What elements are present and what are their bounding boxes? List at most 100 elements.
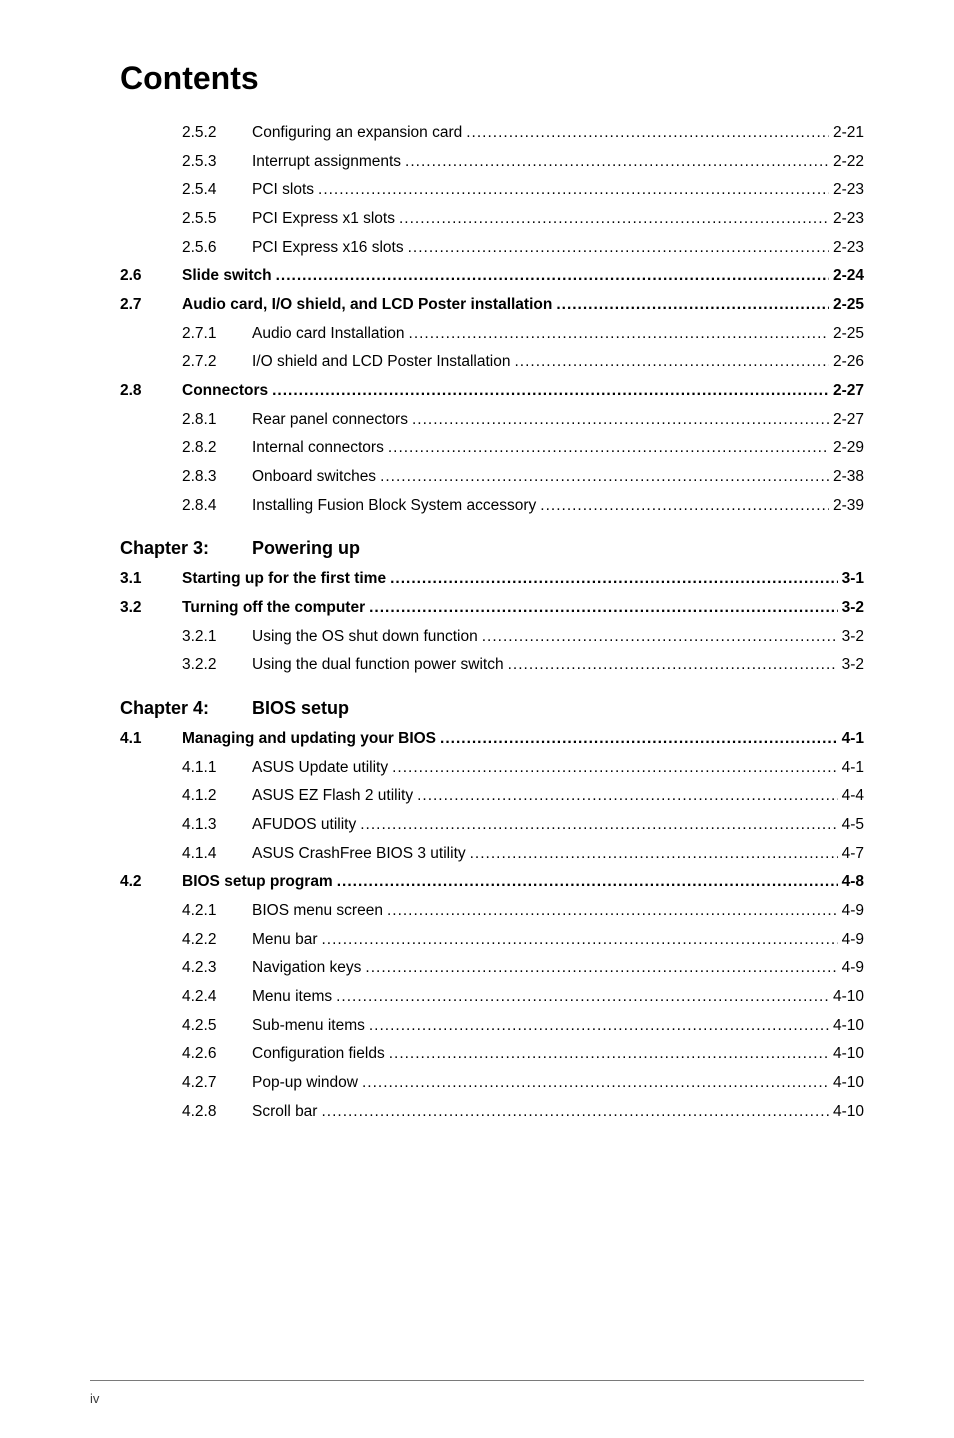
toc-subsection-number: 2.5.6 [182, 234, 252, 263]
footer-page-num: iv [90, 1391, 99, 1406]
toc-entry-title: Connectors [182, 377, 268, 406]
toc-entry-title: Pop-up window [252, 1069, 358, 1098]
toc-leader-dots [365, 594, 837, 623]
toc-section-number: 4.2 [120, 868, 182, 897]
toc-section-number: 4.1 [120, 725, 182, 754]
toc-page-ref: 4-5 [838, 811, 864, 840]
toc-subsection-number: 4.2.6 [182, 1040, 252, 1069]
toc-subsection-number: 3.2.2 [182, 651, 252, 680]
toc-leader-dots [504, 651, 838, 680]
toc-entry-title: ASUS CrashFree BIOS 3 utility [252, 840, 466, 869]
toc-line: 2.7.1Audio card Installation2-25 [120, 320, 864, 349]
toc-subsection-number: 2.5.3 [182, 148, 252, 177]
toc-entry-title: Slide switch [182, 262, 272, 291]
chapter-heading-4: Chapter 4: BIOS setup [120, 698, 864, 719]
toc-subsection-number: 4.1.3 [182, 811, 252, 840]
toc-page-ref: 3-2 [838, 623, 864, 652]
toc-entry-title: Configuration fields [252, 1040, 385, 1069]
toc-leader-dots [478, 623, 838, 652]
toc-leader-dots [462, 119, 829, 148]
toc-section-number: 2.6 [120, 262, 182, 291]
toc-container: 2.5.2Configuring an expansion card2-212.… [120, 119, 864, 1197]
toc-page-ref: 4-10 [829, 1012, 864, 1041]
toc-page-ref: 2-29 [829, 434, 864, 463]
toc-block-chapter3: 3.1Starting up for the first time3-13.2T… [120, 565, 864, 680]
toc-page-ref: 4-1 [838, 754, 864, 783]
toc-leader-dots [376, 463, 829, 492]
toc-page-ref: 3-1 [838, 565, 864, 594]
toc-leader-dots [510, 348, 829, 377]
toc-page-ref: 2-25 [829, 320, 864, 349]
toc-entry-title: PCI Express x16 slots [252, 234, 404, 263]
toc-leader-dots [268, 377, 829, 406]
toc-line: 2.5.6PCI Express x16 slots2-23 [120, 234, 864, 263]
chapter-heading-3: Chapter 3: Powering up [120, 538, 864, 559]
toc-page-ref: 4-9 [838, 897, 864, 926]
toc-entry-title: AFUDOS utility [252, 811, 356, 840]
toc-leader-dots [405, 320, 829, 349]
toc-leader-dots [552, 291, 829, 320]
toc-page-ref: 2-27 [829, 406, 864, 435]
toc-leader-dots [385, 1040, 829, 1069]
toc-entry-title: Using the OS shut down function [252, 623, 478, 652]
toc-subsection-number: 4.2.4 [182, 983, 252, 1012]
toc-page-ref: 2-23 [829, 176, 864, 205]
toc-leader-dots [388, 754, 837, 783]
toc-subsection-number: 2.8.2 [182, 434, 252, 463]
toc-page-ref: 2-26 [829, 348, 864, 377]
toc-entry-title: Menu bar [252, 926, 317, 955]
toc-subsection-number: 2.8.3 [182, 463, 252, 492]
toc-page-ref: 2-21 [829, 119, 864, 148]
toc-line: 2.5.2Configuring an expansion card2-21 [120, 119, 864, 148]
toc-line: 2.8.4Installing Fusion Block System acce… [120, 492, 864, 521]
toc-entry-title: ASUS EZ Flash 2 utility [252, 782, 413, 811]
toc-leader-dots [383, 897, 838, 926]
toc-subsection-number: 2.8.4 [182, 492, 252, 521]
toc-line: 4.2.4Menu items4-10 [120, 983, 864, 1012]
chapter-label: Chapter 3: [120, 538, 252, 559]
toc-leader-dots [436, 725, 838, 754]
toc-line: 4.2.6Configuration fields 4-10 [120, 1040, 864, 1069]
toc-subsection-number: 4.2.3 [182, 954, 252, 983]
toc-entry-title: Using the dual function power switch [252, 651, 504, 680]
toc-subsection-number: 4.2.7 [182, 1069, 252, 1098]
toc-leader-dots [317, 1098, 829, 1127]
toc-block-chapter2-continued: 2.5.2Configuring an expansion card2-212.… [120, 119, 864, 520]
toc-entry-title: Navigation keys [252, 954, 361, 983]
toc-line: 4.2.2Menu bar4-9 [120, 926, 864, 955]
toc-line: 4.1.3AFUDOS utility 4-5 [120, 811, 864, 840]
toc-entry-title: Audio card Installation [252, 320, 405, 349]
toc-leader-dots [404, 234, 829, 263]
toc-entry-title: Scroll bar [252, 1098, 317, 1127]
toc-line: 4.2.3Navigation keys4-9 [120, 954, 864, 983]
toc-line: 3.2.1Using the OS shut down function3-2 [120, 623, 864, 652]
toc-page-ref: 3-2 [838, 651, 864, 680]
toc-entry-title: ASUS Update utility [252, 754, 388, 783]
toc-line: 2.7.2I/O shield and LCD Poster Installat… [120, 348, 864, 377]
toc-line: 2.5.3Interrupt assignments2-22 [120, 148, 864, 177]
toc-entry-title: I/O shield and LCD Poster Installation [252, 348, 510, 377]
toc-page-ref: 2-27 [829, 377, 864, 406]
chapter-label: Chapter 4: [120, 698, 252, 719]
toc-leader-dots [333, 868, 838, 897]
toc-leader-dots [365, 1012, 829, 1041]
toc-line: 3.2.2Using the dual function power switc… [120, 651, 864, 680]
toc-line: 4.1.2ASUS EZ Flash 2 utility4-4 [120, 782, 864, 811]
toc-line: 2.8Connectors 2-27 [120, 377, 864, 406]
toc-line: 2.8.1Rear panel connectors2-27 [120, 406, 864, 435]
toc-page-ref: 4-8 [838, 868, 864, 897]
toc-subsection-number: 2.7.2 [182, 348, 252, 377]
toc-line: 2.5.5PCI Express x1 slots2-23 [120, 205, 864, 234]
toc-leader-dots [386, 565, 838, 594]
toc-page-ref: 4-10 [829, 1040, 864, 1069]
toc-page-ref: 4-7 [838, 840, 864, 869]
toc-block-chapter4: 4.1Managing and updating your BIOS4-14.1… [120, 725, 864, 1126]
toc-page-ref: 2-25 [829, 291, 864, 320]
toc-page-ref: 2-39 [829, 492, 864, 521]
toc-entry-title: BIOS setup program [182, 868, 333, 897]
toc-subsection-number: 2.5.5 [182, 205, 252, 234]
toc-page-ref: 4-1 [838, 725, 864, 754]
toc-section-number: 2.8 [120, 377, 182, 406]
toc-line: 2.7Audio card, I/O shield, and LCD Poste… [120, 291, 864, 320]
toc-leader-dots [384, 434, 829, 463]
